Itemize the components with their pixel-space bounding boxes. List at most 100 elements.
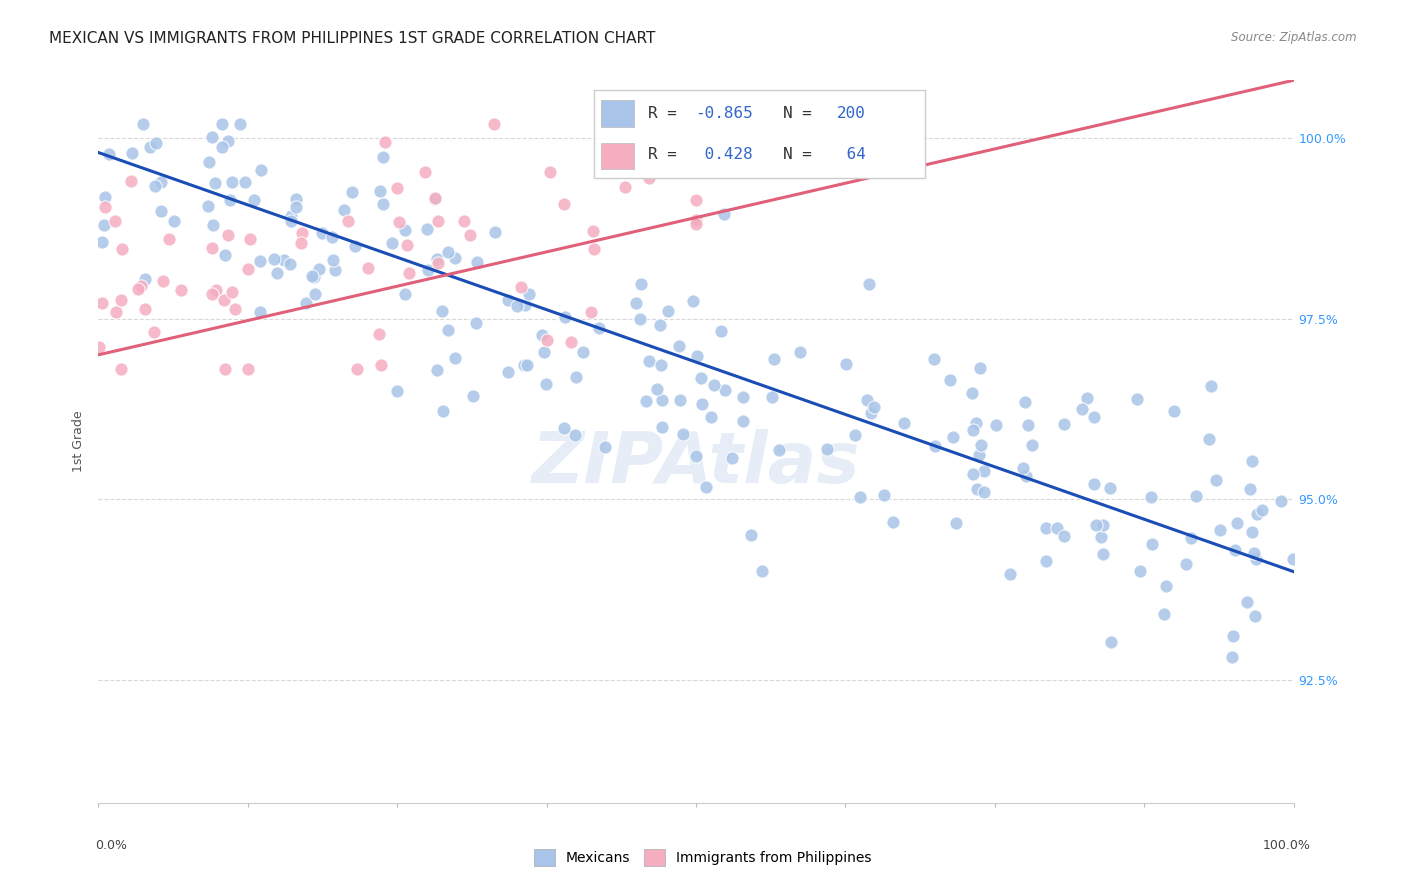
Point	[89, 340, 111, 354]
Point	[197, 199, 219, 213]
Point	[966, 482, 988, 496]
Point	[426, 252, 449, 267]
Point	[685, 117, 707, 131]
Point	[695, 480, 717, 494]
Point	[444, 251, 467, 265]
Point	[371, 150, 394, 164]
Point	[922, 351, 945, 366]
Point	[484, 225, 506, 239]
Point	[1000, 566, 1022, 581]
Point	[291, 227, 314, 241]
Point	[682, 294, 704, 309]
Point	[668, 393, 690, 408]
Point	[860, 406, 883, 420]
Point	[415, 165, 437, 179]
Point	[368, 184, 391, 198]
Point	[666, 153, 689, 168]
Point	[1223, 542, 1246, 557]
Point	[588, 321, 610, 335]
Point	[1220, 650, 1243, 665]
Point	[862, 400, 884, 414]
Point	[1083, 477, 1105, 491]
Point	[962, 467, 984, 482]
Point	[229, 117, 252, 131]
Point	[214, 362, 236, 376]
FancyBboxPatch shape	[593, 90, 925, 178]
Point	[1053, 529, 1076, 543]
Point	[263, 252, 285, 266]
Point	[1270, 493, 1292, 508]
Point	[280, 214, 302, 228]
Point	[110, 293, 132, 308]
Point	[513, 298, 536, 312]
Point	[496, 364, 519, 378]
Point	[945, 516, 967, 530]
Point	[423, 192, 446, 206]
Point	[217, 228, 239, 243]
Point	[835, 357, 858, 371]
Point	[924, 439, 946, 453]
Point	[685, 217, 707, 231]
Text: -0.865: -0.865	[695, 106, 752, 120]
Point	[565, 370, 588, 384]
Point	[127, 282, 149, 296]
Point	[387, 180, 409, 194]
Point	[1226, 516, 1249, 530]
Point	[217, 134, 239, 148]
Point	[942, 430, 965, 444]
Point	[280, 210, 302, 224]
Point	[236, 362, 259, 376]
Point	[249, 163, 271, 178]
Point	[273, 253, 295, 268]
Point	[657, 303, 679, 318]
Point	[1084, 518, 1107, 533]
Point	[1046, 521, 1069, 535]
Point	[111, 242, 134, 256]
Point	[374, 135, 396, 149]
Point	[204, 177, 226, 191]
Point	[201, 287, 224, 301]
Point	[685, 449, 707, 463]
Point	[344, 239, 367, 253]
Point	[110, 362, 132, 376]
Point	[1129, 564, 1152, 578]
Point	[1071, 402, 1094, 417]
Point	[321, 230, 343, 244]
Point	[218, 194, 240, 208]
Point	[394, 223, 416, 237]
Point	[332, 202, 354, 217]
Point	[97, 147, 120, 161]
Point	[721, 450, 744, 465]
Point	[370, 358, 392, 372]
Point	[553, 420, 575, 434]
Point	[1076, 391, 1098, 405]
Point	[145, 136, 167, 150]
Point	[960, 386, 983, 401]
Point	[938, 373, 960, 387]
Point	[531, 327, 554, 342]
Point	[731, 414, 754, 428]
Text: R =: R =	[648, 147, 686, 161]
Point	[510, 280, 533, 294]
Point	[357, 260, 380, 275]
Point	[221, 285, 243, 299]
Point	[387, 384, 409, 399]
Point	[285, 192, 308, 206]
Point	[505, 299, 527, 313]
Point	[538, 164, 561, 178]
Point	[815, 442, 838, 456]
Point	[211, 140, 233, 154]
Point	[134, 272, 156, 286]
Point	[1012, 460, 1035, 475]
Point	[571, 345, 593, 359]
Text: 64: 64	[837, 147, 866, 161]
Point	[1239, 482, 1261, 496]
Point	[685, 213, 707, 227]
Point	[614, 179, 637, 194]
Point	[346, 362, 368, 376]
Point	[243, 193, 266, 207]
Point	[1083, 410, 1105, 425]
Point	[1099, 635, 1122, 649]
Point	[432, 404, 454, 418]
Point	[121, 145, 143, 160]
